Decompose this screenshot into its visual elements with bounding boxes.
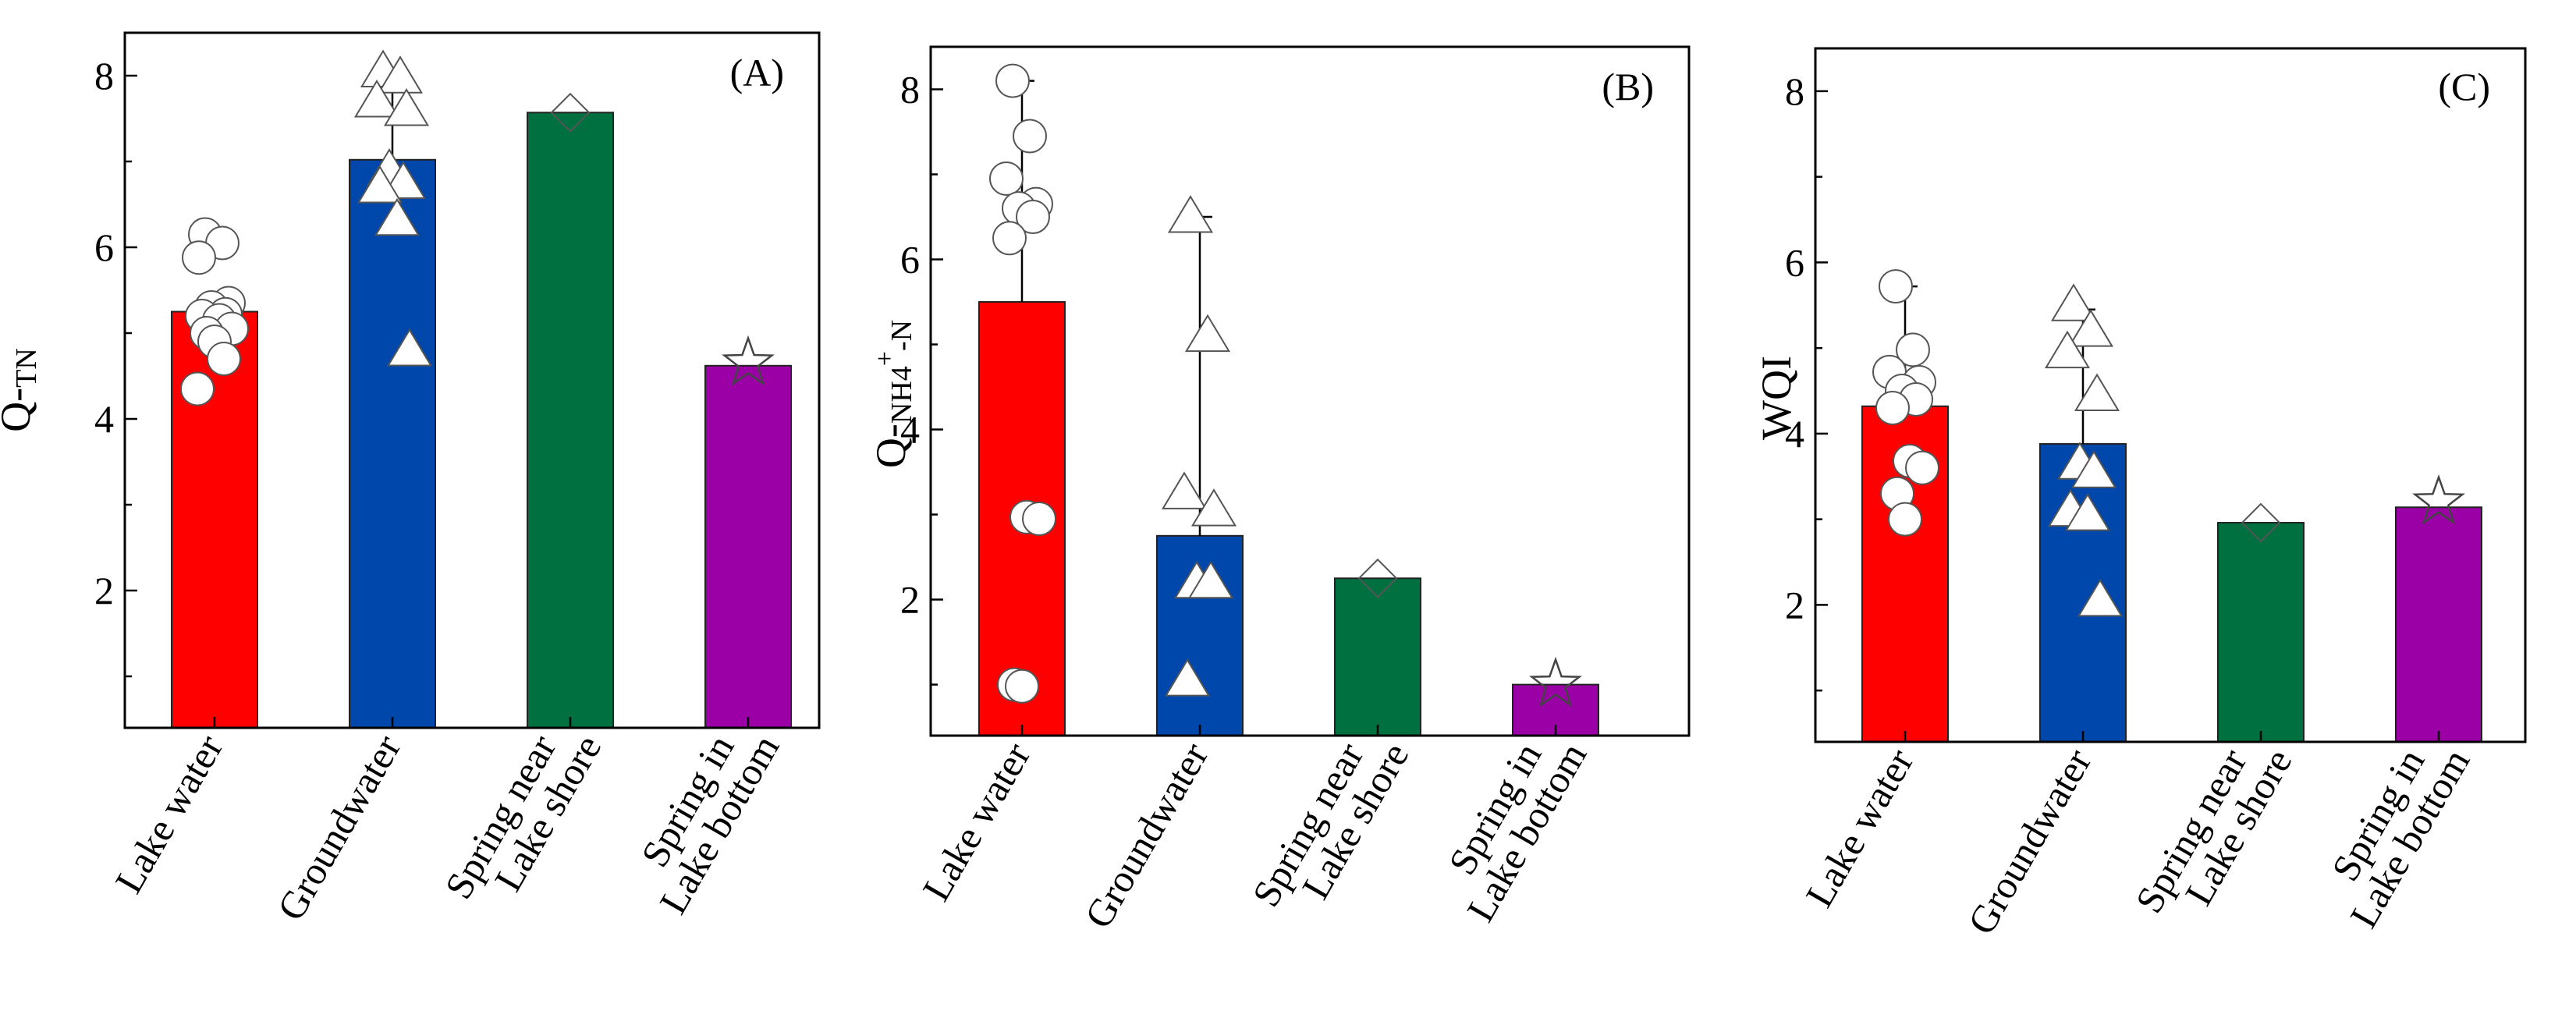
bar-1 <box>2039 443 2127 743</box>
y-tick-label: 6 <box>1785 240 1804 284</box>
point-triangle <box>2074 373 2120 411</box>
x-category-label: Lake water <box>914 735 1038 908</box>
point-triangle <box>2064 493 2111 531</box>
y-axis-title-main: Q- <box>0 388 39 432</box>
panel-label: (A) <box>730 51 784 94</box>
point-triangle <box>2044 330 2091 369</box>
point-diamond <box>550 92 591 133</box>
y-axis-title-sub: TN <box>10 348 43 388</box>
y-axis-title-tail: -N <box>885 320 918 351</box>
point-triangle <box>1164 658 1211 697</box>
y-axis-title: Q-TN <box>0 348 43 432</box>
point-diamond <box>2241 502 2281 543</box>
panel-label: (C) <box>2438 65 2490 108</box>
point-triangle <box>1184 314 1231 353</box>
point-circle <box>207 342 241 376</box>
y-tick-label: 8 <box>94 54 114 98</box>
x-category-label: Lake water <box>1797 741 1921 914</box>
y-tick-label: 4 <box>900 408 920 452</box>
point-circle <box>1879 269 1913 304</box>
bar-3 <box>1512 683 1599 736</box>
bar-2 <box>527 112 614 729</box>
bar-1 <box>1156 534 1244 736</box>
bar-2 <box>1334 577 1421 736</box>
point-triangle <box>1190 488 1237 527</box>
point-triangle <box>386 328 433 367</box>
x-category-label: Groundwater <box>1959 741 2100 942</box>
point-triangle <box>357 165 403 204</box>
y-tick-label: 4 <box>94 397 114 441</box>
x-category-label: Groundwater <box>268 727 410 928</box>
x-category-label: Groundwater <box>1076 735 1217 935</box>
point-triangle <box>2067 309 2114 347</box>
point-triangle <box>377 55 424 94</box>
point-circle <box>992 221 1027 256</box>
panel-label: (B) <box>1602 65 1654 108</box>
point-triangle <box>2070 450 2117 488</box>
point-star <box>2412 474 2465 525</box>
point-triangle <box>2077 578 2124 617</box>
point-circle <box>1013 119 1047 154</box>
y-tick-label: 2 <box>900 578 920 622</box>
y-tick-label: 4 <box>1785 412 1804 456</box>
plot-frame <box>123 31 821 729</box>
y-tick-label: 6 <box>900 238 920 282</box>
point-circle <box>1905 450 1939 485</box>
point-triangle <box>1161 471 1208 509</box>
point-circle <box>995 63 1030 98</box>
point-triangle <box>374 197 420 236</box>
point-star <box>722 335 775 386</box>
y-tick-label: 8 <box>1785 69 1804 113</box>
point-triangle <box>1167 195 1214 233</box>
point-diamond <box>1357 558 1398 598</box>
y-axis-title-sub: NH4 <box>885 366 918 424</box>
point-circle <box>1888 502 1922 537</box>
y-axis-title: WQI <box>1753 356 1800 440</box>
point-circle <box>1022 502 1056 537</box>
bar-0 <box>171 310 258 729</box>
point-star <box>1529 656 1582 708</box>
point-circle <box>1896 332 1930 367</box>
point-circle <box>1005 669 1039 704</box>
y-axis-title: Q-NH4+-N <box>868 320 918 468</box>
bar-2 <box>2217 522 2305 743</box>
x-category-label: Lake water <box>106 727 231 900</box>
y-axis-title-main: WQI <box>1753 356 1800 440</box>
y-axis-title-main: Q- <box>868 424 914 468</box>
point-triangle <box>1187 560 1234 599</box>
y-tick-label: 8 <box>900 68 920 112</box>
point-circle <box>1875 390 1910 425</box>
y-axis-title-sup: + <box>871 351 899 366</box>
point-triangle <box>383 88 430 126</box>
point-circle <box>182 240 216 275</box>
point-triangle <box>353 80 400 118</box>
bar-1 <box>349 158 436 729</box>
bar-3 <box>2395 506 2482 743</box>
y-tick-label: 6 <box>94 225 114 269</box>
point-circle <box>989 161 1024 196</box>
plot-frame <box>1814 47 2527 743</box>
plot-frame <box>929 45 1691 737</box>
point-triangle <box>2050 283 2097 321</box>
point-circle <box>180 371 215 406</box>
y-tick-label: 2 <box>1785 583 1804 626</box>
bar-3 <box>704 364 792 729</box>
point-circle <box>1016 200 1050 235</box>
y-tick-label: 2 <box>94 569 114 612</box>
